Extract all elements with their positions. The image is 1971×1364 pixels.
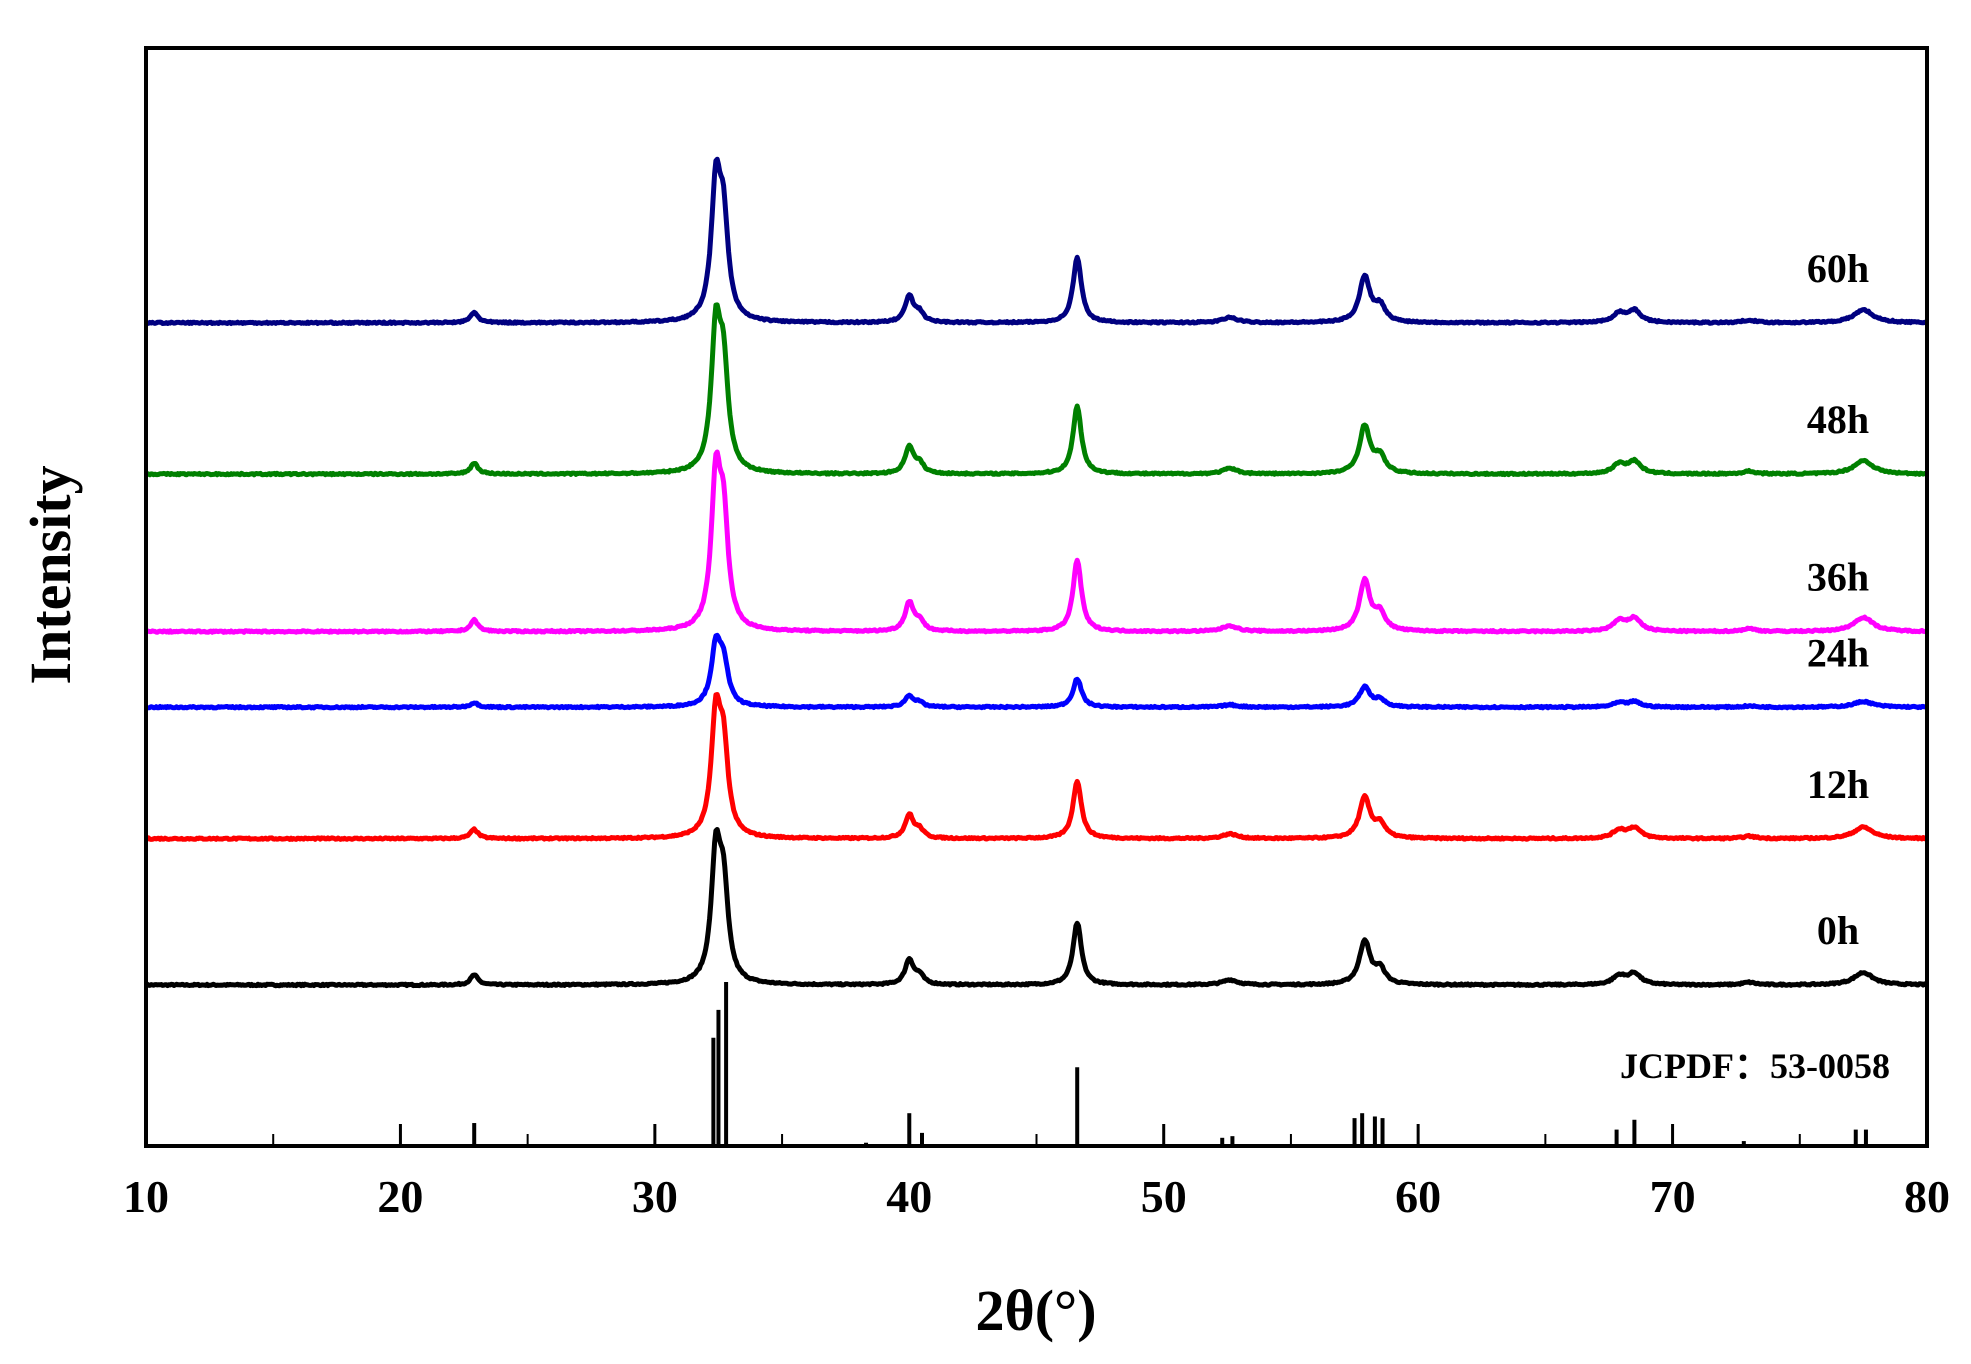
series-line-0h <box>144 827 1929 989</box>
series-label-48h: 48h <box>1807 397 1869 442</box>
reference-pattern <box>472 982 1868 1146</box>
series-line-12h <box>144 692 1929 842</box>
series-label-24h: 24h <box>1807 630 1869 675</box>
series-labels: 0h 12h 24h 36h 48h 60h <box>1807 246 1869 953</box>
x-tick-label: 30 <box>632 1171 678 1222</box>
x-tick-label: 70 <box>1650 1171 1696 1222</box>
series-line-48h <box>144 302 1929 478</box>
series-label-12h: 12h <box>1807 762 1869 807</box>
series-line-60h <box>144 156 1929 326</box>
series-line-24h <box>144 632 1929 711</box>
series-line-36h <box>144 449 1929 635</box>
series-label-0h: 0h <box>1817 908 1859 953</box>
series-traces <box>144 156 1929 989</box>
tick-marks <box>144 1124 1929 1146</box>
x-tick-label: 20 <box>377 1171 423 1222</box>
x-tick-label: 10 <box>123 1171 169 1222</box>
ref-label: JCPDF：53-0058 <box>1620 1046 1890 1086</box>
series-label-60h: 60h <box>1807 246 1869 291</box>
series-label-36h: 36h <box>1807 555 1869 600</box>
x-tick-label: 40 <box>886 1171 932 1222</box>
x-tick-label: 60 <box>1395 1171 1441 1222</box>
plot-frame <box>144 46 1929 1148</box>
x-tick-labels: 10 20 30 40 50 60 70 80 <box>123 1171 1950 1222</box>
x-tick-label: 50 <box>1141 1171 1187 1222</box>
y-axis-title: Intensity <box>18 465 83 684</box>
x-tick-label: 80 <box>1904 1171 1950 1222</box>
x-axis-title: 2θ(°) <box>975 1278 1096 1343</box>
